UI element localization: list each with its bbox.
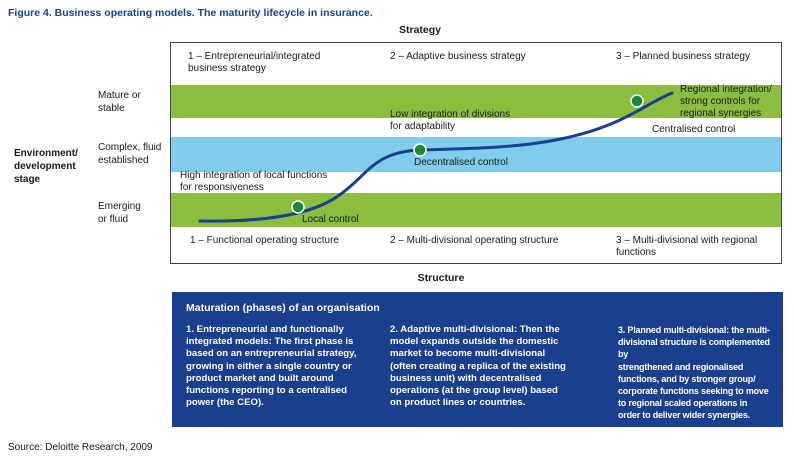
figure-title: Figure 4. Business operating models. The… — [8, 7, 373, 19]
decentralised-control-label: Decentralised control — [414, 157, 508, 168]
phase-3-line: corporate functions seeking to move — [618, 386, 769, 397]
structure-2-line1: 2 – Multi-divisional operating structure — [390, 235, 559, 246]
level-mature-line1: Mature or — [98, 90, 141, 101]
phase-3-line: to regional scaled operations in — [618, 398, 748, 409]
phase-2-line: on product lines or countries. — [390, 397, 526, 409]
env-label-line3: stage — [14, 174, 41, 185]
local-control-label: Local control — [302, 214, 359, 225]
phase-1-line: growing in either a single country or — [186, 360, 352, 372]
phase-3-line: order to deliver wider synergies. — [618, 410, 750, 421]
phase-3-description: 3. Planned multi-divisional: the multi- … — [618, 324, 778, 422]
phase-2-line: market to become multi-divisional — [390, 348, 546, 360]
env-label-line2: development — [14, 161, 76, 172]
high-integration-line2: for responsiveness — [180, 182, 264, 193]
phase-3-line: 3. Planned multi-divisional: the multi- — [618, 325, 770, 335]
phase-1-description: 1. Entrepreneurial and functionally inte… — [186, 324, 386, 409]
phase-2-description: 2. Adaptive multi-divisional: Then the m… — [390, 324, 600, 409]
low-integration-label: Low integration of divisions for adaptab… — [390, 109, 510, 133]
structure-3-line1: 3 – Multi-divisional with regional — [616, 235, 758, 246]
panel-title: Maturation (phases) of an organisation — [186, 302, 380, 314]
low-integration-line2: for adaptability — [390, 121, 456, 132]
phase-2-line: business unit) with decentralised — [390, 372, 542, 384]
structure-2: 2 – Multi-divisional operating structure — [390, 235, 558, 247]
level-complex-line1: Complex, fluid — [98, 142, 162, 153]
phase-2-line: model expands outside the domestic — [390, 336, 559, 348]
strategy-1: 1 – Entrepreneurial/integrated business … — [188, 51, 320, 75]
level-emerging-line2: or fluid — [98, 214, 129, 225]
level-complex-line2: established — [98, 155, 149, 166]
phase-2-line: 2. Adaptive multi-divisional: Then the — [390, 324, 560, 335]
level-mature-line2: stable — [98, 103, 125, 114]
band-mature — [171, 85, 781, 118]
phase-1-line: 1. Entrepreneurial and functionally — [186, 324, 344, 335]
level-emerging-line1: Emerging — [98, 201, 141, 212]
strategy-1-line1: 1 – Entrepreneurial/integrated — [188, 51, 321, 62]
phase-1-line: integrated models: The first phase is — [186, 336, 354, 348]
structure-3-line2: functions — [616, 247, 657, 258]
phase-2-line: (often creating a replica of the existin… — [390, 360, 566, 372]
dot-regional-integration — [630, 94, 644, 108]
level-mature: Mature or stable — [98, 89, 141, 115]
structure-1-line1: 1 – Functional operating structure — [190, 235, 339, 246]
structure-header: Structure — [417, 272, 465, 284]
band-emerging — [171, 193, 781, 227]
regional-line2: strong controls for — [680, 96, 761, 107]
dot-decentralised-control — [413, 143, 427, 157]
centralised-control-label: Centralised control — [652, 124, 736, 135]
phase-2-line: operations (at the group level) based — [390, 385, 558, 397]
phase-3-line: divisional structure is complemented by — [618, 337, 770, 360]
strategy-1-line2: business strategy — [188, 63, 266, 74]
structure-3: 3 – Multi-divisional with regional funct… — [616, 235, 757, 259]
regional-line1: Regional integration/ — [680, 84, 772, 95]
maturation-panel: Maturation (phases) of an organisation 1… — [172, 292, 783, 427]
source-note: Source: Deloitte Research, 2009 — [8, 442, 153, 453]
high-integration-label: High integration of local functions for … — [180, 170, 327, 194]
env-label-line1: Environment/ — [14, 148, 78, 159]
low-integration-line1: Low integration of divisions — [390, 109, 511, 120]
regional-integration-label: Regional integration/ strong controls fo… — [680, 84, 772, 120]
phase-1-line: product market and built around — [186, 372, 334, 384]
strategy-header: Strategy — [398, 24, 442, 36]
level-emerging: Emerging or fluid — [98, 200, 141, 226]
strategy-2: 2 – Adaptive business strategy — [390, 51, 526, 63]
level-complex: Complex, fluid established — [98, 141, 161, 167]
phase-3-line: functions, and by stronger group/ — [618, 373, 756, 384]
structure-1: 1 – Functional operating structure — [190, 235, 339, 247]
band-complex — [171, 137, 781, 172]
strategy-3-line1: 3 – Planned business strategy — [616, 51, 750, 62]
regional-line3: regional synergies — [680, 108, 762, 119]
strategy-3: 3 – Planned business strategy — [616, 51, 750, 63]
phase-3-line: strengthened and regionalised — [618, 361, 744, 372]
high-integration-line1: High integration of local functions — [180, 170, 328, 181]
phase-1-line: based on an entrepreneurial strategy, — [186, 348, 357, 360]
phase-1-line: functions reporting to a centralised — [186, 385, 347, 397]
environment-axis-label: Environment/ development stage — [14, 147, 78, 186]
strategy-2-line1: 2 – Adaptive business strategy — [390, 51, 526, 62]
phase-1-line: power (the CEO). — [186, 397, 264, 409]
dot-local-control — [291, 200, 305, 214]
